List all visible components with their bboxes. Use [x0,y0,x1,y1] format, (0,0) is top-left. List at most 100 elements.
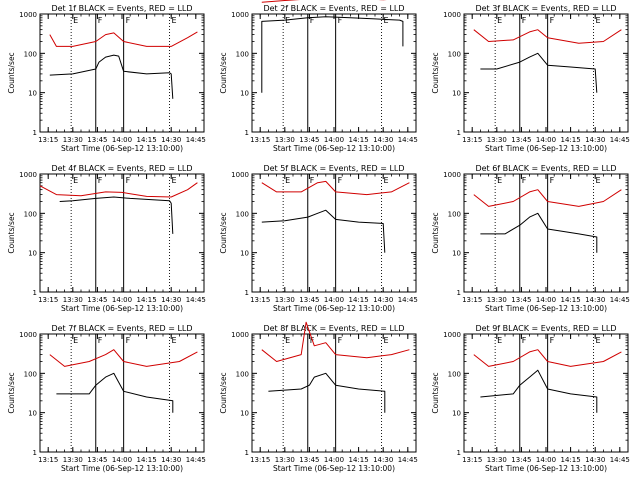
interval-marker-label: F [126,16,131,25]
x-tick-label: 13:45 [87,136,107,144]
y-axis-label: Counts/sec [431,212,440,253]
x-tick-label: 13:15 [38,456,58,464]
x-tick-label: 13:15 [38,296,58,304]
interval-marker-label: E [285,336,290,345]
panel-title: Det 7f BLACK = Events, RED = LLD [51,324,192,333]
events-series-line [480,369,598,413]
interval-marker-label: E [497,336,502,345]
panel-title: Det 4f BLACK = Events, RED = LLD [51,164,192,173]
panel-title: Det 3f BLACK = Events, RED = LLD [475,4,616,13]
x-tick-label: 13:30 [487,456,507,464]
interval-marker-label: E [384,16,389,25]
x-tick-label: 13:15 [250,456,270,464]
y-tick-label: 1 [457,129,461,137]
y-tick-label: 1000 [231,331,249,339]
y-tick-label: 1000 [19,11,37,19]
panel-title: Det 9f BLACK = Events, RED = LLD [475,324,616,333]
events-series-line [480,52,598,93]
y-tick-label: 100 [448,50,461,58]
interval-marker-label: E [384,176,389,185]
x-tick-label: 14:15 [137,296,157,304]
interval-marker-label: F [550,336,555,345]
x-tick-label: 13:45 [87,456,107,464]
interval-marker-label: F [338,16,343,25]
x-tick-label: 13:30 [487,136,507,144]
interval-marker-label: F [522,16,527,25]
interval-marker-label: F [126,176,131,185]
y-axis-label: Counts/sec [219,372,228,413]
interval-marker-label: E [172,176,177,185]
interval-marker-label: F [522,176,527,185]
x-tick-label: 14:00 [324,296,344,304]
events-series-line [56,372,174,413]
interval-marker-label: F [98,336,103,345]
interval-marker-label: E [596,336,601,345]
plot-frame [463,13,629,133]
y-tick-label: 10 [240,90,249,98]
interval-marker-label: E [285,16,290,25]
y-tick-label: 1 [245,449,249,457]
x-tick-label: 14:30 [161,136,181,144]
x-tick-label: 14:45 [398,136,418,144]
x-tick-label: 14:45 [186,136,206,144]
y-tick-label: 10 [452,250,461,258]
y-tick-label: 10 [28,250,37,258]
interval-marker-label: F [310,176,315,185]
y-tick-label: 1 [245,289,249,297]
x-tick-label: 14:45 [610,136,630,144]
y-tick-label: 1 [457,289,461,297]
x-tick-label: 13:45 [299,136,319,144]
y-axis-label: Counts/sec [7,372,16,413]
x-tick-label: 14:45 [398,296,418,304]
panel-title: Det 2f BLACK = Events, RED = LLD [263,4,404,13]
y-tick-label: 100 [24,370,37,378]
x-tick-label: 14:30 [161,456,181,464]
x-tick-label: 13:45 [511,296,531,304]
y-axis-label: Counts/sec [7,52,16,93]
panel-title: Det 8f BLACK = Events, RED = LLD [263,324,404,333]
x-axis-label: Start Time (06-Sep-12 13:10:00) [485,304,607,313]
interval-marker-label: F [98,176,103,185]
x-tick-label: 14:30 [585,456,605,464]
x-tick-label: 14:00 [112,456,132,464]
x-tick-label: 14:30 [585,136,605,144]
y-tick-label: 1 [457,449,461,457]
interval-marker-label: E [73,336,78,345]
x-tick-label: 14:15 [561,136,581,144]
y-tick-label: 100 [236,210,249,218]
plot-frame [39,333,205,453]
events-series-line [49,54,174,99]
lld-series-line [49,31,198,47]
x-axis-label: Start Time (06-Sep-12 13:10:00) [273,144,395,153]
y-tick-label: 1000 [231,171,249,179]
interval-marker-label: E [73,16,78,25]
events-series-line [59,196,174,234]
interval-marker-label: F [338,176,343,185]
x-tick-label: 14:30 [373,136,393,144]
x-axis-label: Start Time (06-Sep-12 13:10:00) [485,464,607,473]
y-axis-label: Counts/sec [219,52,228,93]
interval-marker-label: E [596,16,601,25]
y-tick-label: 10 [452,90,461,98]
interval-marker-label: E [172,336,177,345]
x-tick-label: 13:45 [511,136,531,144]
y-tick-label: 10 [452,410,461,418]
y-tick-label: 100 [448,370,461,378]
y-tick-label: 1000 [231,11,249,19]
interval-marker-label: E [384,336,389,345]
lld-series-line [261,321,410,362]
x-tick-label: 14:45 [610,296,630,304]
x-tick-label: 13:30 [63,456,83,464]
x-axis-label: Start Time (06-Sep-12 13:10:00) [485,144,607,153]
plot-frame [251,13,417,133]
y-tick-label: 1000 [443,331,461,339]
plot-frame [39,13,205,133]
y-axis-label: Counts/sec [7,212,16,253]
y-tick-label: 1 [245,129,249,137]
y-tick-label: 100 [236,370,249,378]
interval-marker-label: F [550,16,555,25]
y-tick-label: 1000 [443,171,461,179]
x-tick-label: 13:30 [63,296,83,304]
